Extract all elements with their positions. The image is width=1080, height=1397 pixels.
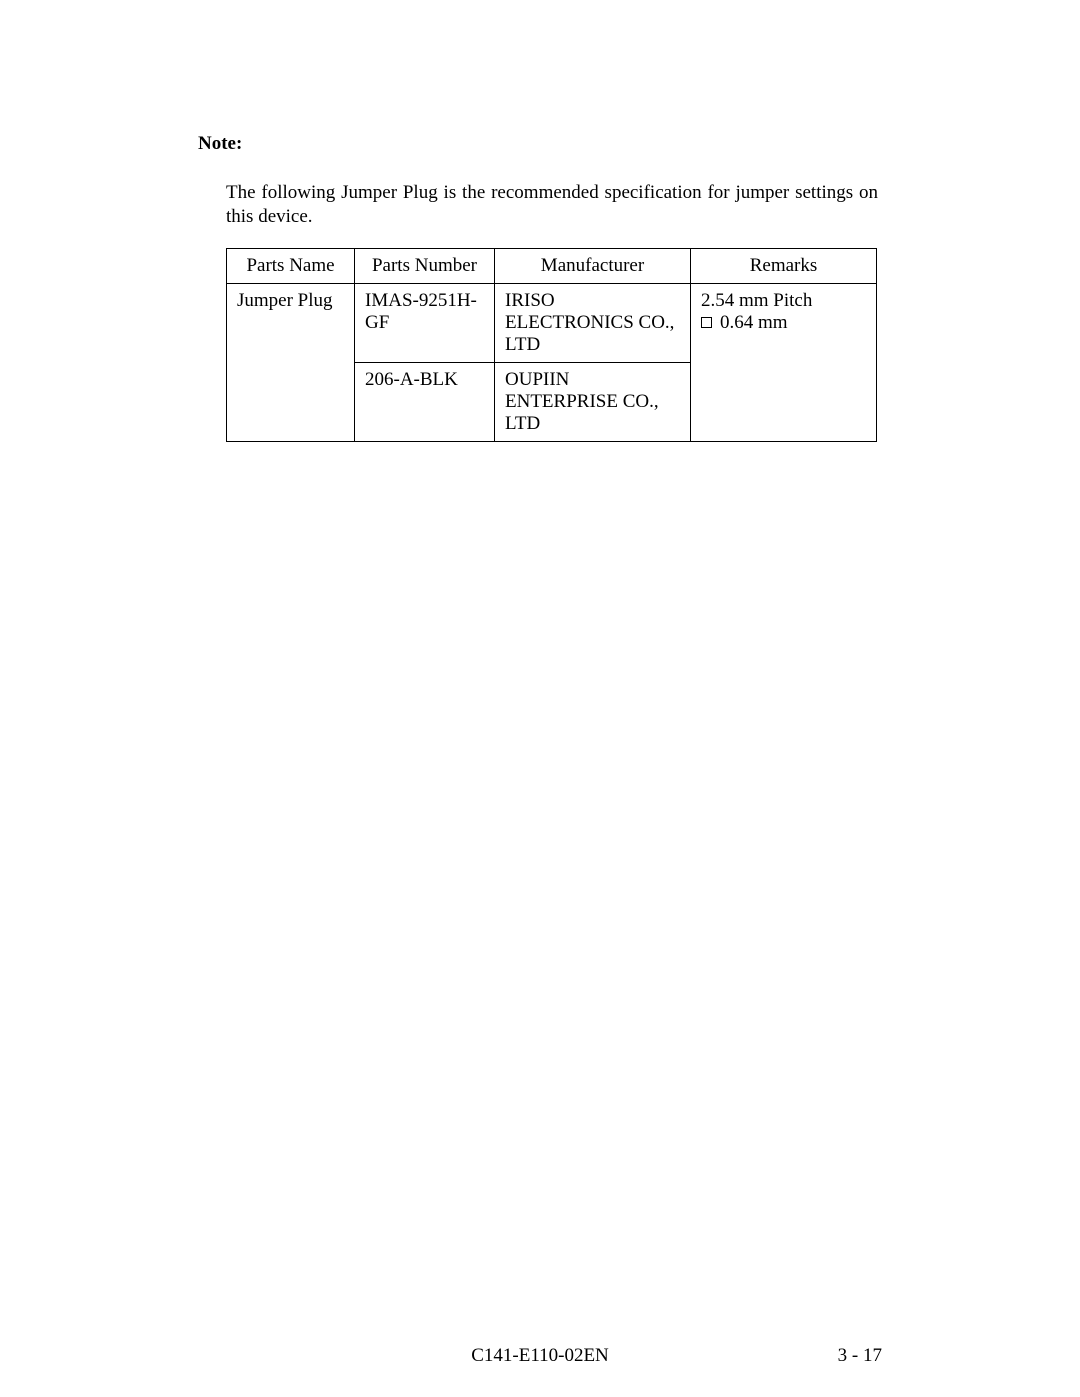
cell-parts-number: 206-A-BLK (355, 362, 495, 441)
table-row: Jumper Plug IMAS-9251H-GF IRISO ELECTRON… (227, 283, 877, 362)
cell-remarks: 2.54 mm Pitch 0.64 mm (691, 283, 877, 441)
col-header-parts-name: Parts Name (227, 248, 355, 283)
cell-parts-number: IMAS-9251H-GF (355, 283, 495, 362)
square-icon (701, 317, 712, 328)
col-header-manufacturer: Manufacturer (495, 248, 691, 283)
col-header-parts-number: Parts Number (355, 248, 495, 283)
remarks-line2: 0.64 mm (701, 312, 866, 334)
cell-parts-name: Jumper Plug (227, 283, 355, 441)
col-header-remarks: Remarks (691, 248, 877, 283)
remarks-line1: 2.54 mm Pitch (701, 290, 812, 311)
footer-doc-number: C141-E110-02EN (0, 1345, 1080, 1367)
parts-table: Parts Name Parts Number Manufacturer Rem… (226, 248, 877, 442)
cell-manufacturer: IRISO ELECTRONICS CO., LTD (495, 283, 691, 362)
footer-page-number: 3 - 17 (838, 1345, 882, 1367)
note-text: The following Jumper Plug is the recomme… (226, 181, 878, 230)
table-header-row: Parts Name Parts Number Manufacturer Rem… (227, 248, 877, 283)
cell-manufacturer: OUPIIN ENTERPRISE CO., LTD (495, 362, 691, 441)
note-heading: Note: (198, 133, 878, 155)
remarks-value: 0.64 mm (720, 312, 788, 333)
page-content: Note: The following Jumper Plug is the r… (198, 133, 878, 442)
